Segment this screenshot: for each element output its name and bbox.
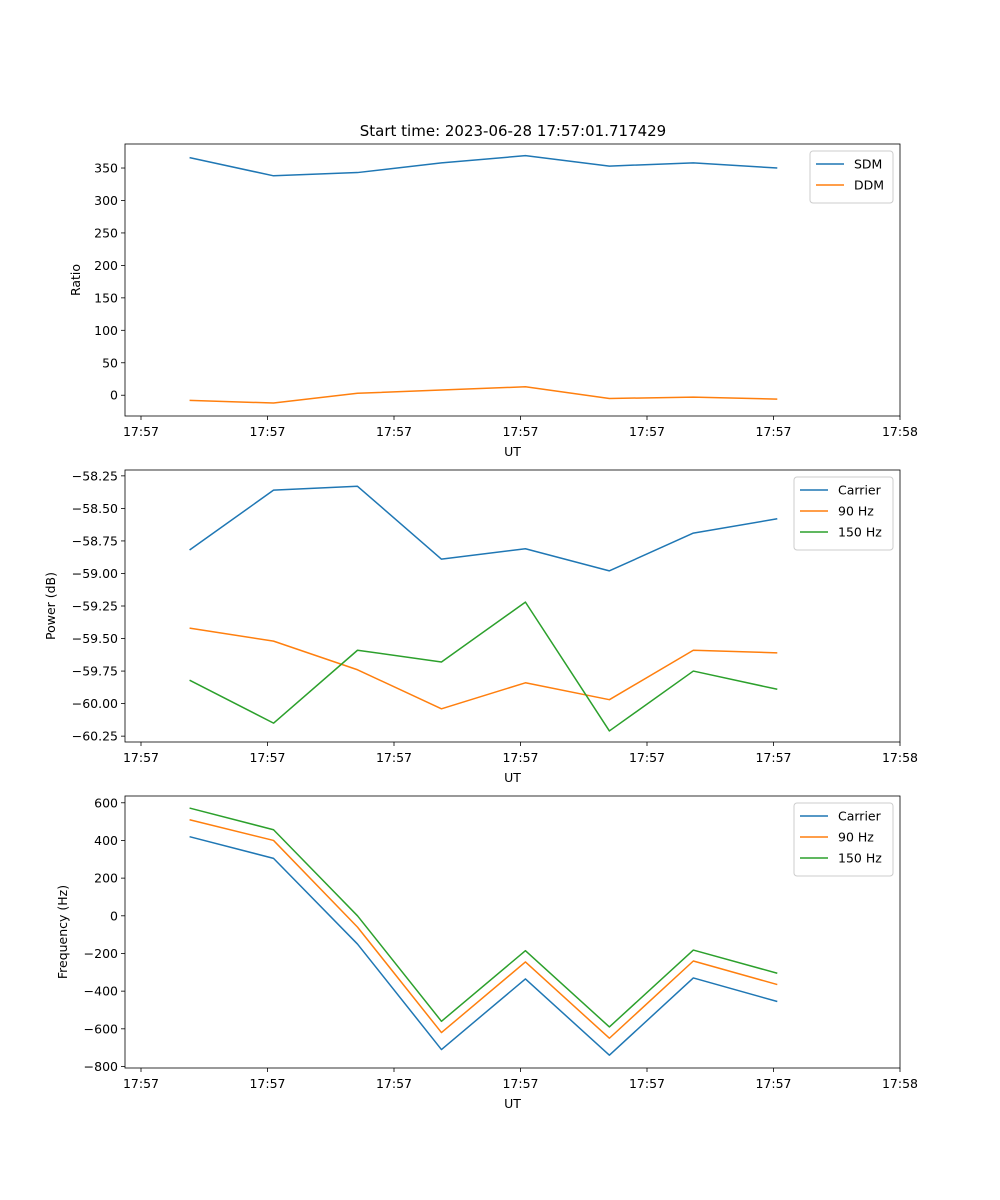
y-tick-label: −59.00: [72, 566, 118, 581]
x-tick-label: 17:57: [123, 424, 159, 439]
y-tick-label: −58.50: [72, 501, 118, 516]
x-tick-label: 17:57: [123, 750, 159, 765]
y-axis-label: Frequency (Hz): [55, 885, 70, 979]
x-tick-label: 17:57: [249, 1076, 285, 1091]
x-tick-label: 17:57: [629, 750, 665, 765]
legend: SDM DDM: [809, 150, 894, 204]
y-axis-label: Ratio: [68, 264, 83, 296]
x-tick-label: 17:57: [629, 1076, 665, 1091]
chart-panel-2: 17:57 17:57 17:57 17:57 17:57 17:57 17:58 UT −60…: [43, 468, 918, 785]
y-tick-label: −59.75: [72, 664, 118, 679]
x-tick-label: 17:57: [249, 424, 285, 439]
legend: Carrier 90 Hz 150 Hz: [793, 476, 894, 551]
series-line-ddm: [189, 386, 778, 404]
y-tick-label: −600: [84, 1021, 118, 1036]
series-line-sdm: [189, 154, 778, 177]
y-tick-label: 250: [94, 225, 118, 240]
y-tick-label: 600: [94, 795, 118, 810]
x-tick-label: 17:57: [629, 424, 665, 439]
y-tick-label: 100: [94, 323, 118, 338]
chart-panel-1: 17:57 17:57 17:57 17:57 17:57 17:57 17:58 UT 0 50…: [68, 143, 918, 459]
axes-frame: [124, 143, 901, 417]
series-line-90-hz: [189, 627, 778, 710]
chart-panel-3: 17:57 17:57 17:57 17:57 17:57 17:57 17:58 UT −80…: [55, 795, 918, 1111]
legend-entry: SDM: [854, 157, 882, 172]
x-tick-label: 17:57: [755, 1076, 791, 1091]
x-axis-label: UT: [504, 444, 521, 459]
series-line-90-hz: [189, 819, 778, 1039]
legend-entry: 90 Hz: [838, 830, 874, 845]
x-tick-label: 17:58: [882, 424, 918, 439]
y-tick-label: −400: [84, 984, 118, 999]
legend-entry: 150 Hz: [838, 851, 882, 866]
y-tick-label: −59.25: [72, 599, 118, 614]
legend-entry: Carrier: [838, 809, 882, 824]
y-tick-label: −58.75: [72, 533, 118, 548]
y-tick-label: −800: [84, 1059, 118, 1074]
figure-title: Start time: 2023-06-28 17:57:01.717429: [360, 122, 666, 140]
x-tick-label: 17:57: [123, 1076, 159, 1091]
series-line-carrier: [189, 835, 778, 1056]
x-tick-label: 17:58: [882, 1076, 918, 1091]
y-tick-label: −200: [84, 946, 118, 961]
x-tick-label: 17:57: [755, 750, 791, 765]
y-tick-label: 0: [110, 388, 118, 403]
y-tick-label: 200: [94, 258, 118, 273]
legend-entry: DDM: [854, 178, 884, 193]
legend-entry: 150 Hz: [838, 525, 882, 540]
y-tick-label: 300: [94, 193, 118, 208]
x-tick-label: 17:57: [376, 424, 412, 439]
x-tick-label: 17:57: [502, 424, 538, 439]
y-tick-label: −58.25: [72, 468, 118, 483]
legend: Carrier 90 Hz 150 Hz: [793, 802, 894, 877]
x-axis-label: UT: [504, 1096, 521, 1111]
y-axis-label: Power (dB): [43, 572, 58, 640]
x-tick-label: 17:57: [755, 424, 791, 439]
y-tick-label: 200: [94, 871, 118, 886]
y-tick-label: 0: [110, 908, 118, 923]
x-tick-label: 17:57: [376, 750, 412, 765]
series-line-150-hz: [189, 807, 778, 1028]
y-tick-label: 350: [94, 161, 118, 176]
series-line-150-hz: [189, 601, 778, 732]
series-line-carrier: [189, 485, 778, 572]
y-tick-label: −59.50: [72, 631, 118, 646]
x-tick-label: 17:57: [502, 1076, 538, 1091]
x-tick-label: 17:57: [249, 750, 285, 765]
y-tick-label: −60.25: [72, 729, 118, 744]
y-tick-label: 50: [102, 355, 118, 370]
x-tick-label: 17:57: [502, 750, 538, 765]
axes-frame: [124, 469, 901, 743]
y-tick-label: −60.00: [72, 696, 118, 711]
legend-entry: Carrier: [838, 483, 882, 498]
x-axis-label: UT: [504, 770, 521, 785]
y-tick-label: 400: [94, 833, 118, 848]
y-tick-label: 150: [94, 290, 118, 305]
x-tick-label: 17:58: [882, 750, 918, 765]
x-tick-label: 17:57: [376, 1076, 412, 1091]
axes-frame: [124, 795, 901, 1069]
legend-entry: 90 Hz: [838, 504, 874, 519]
